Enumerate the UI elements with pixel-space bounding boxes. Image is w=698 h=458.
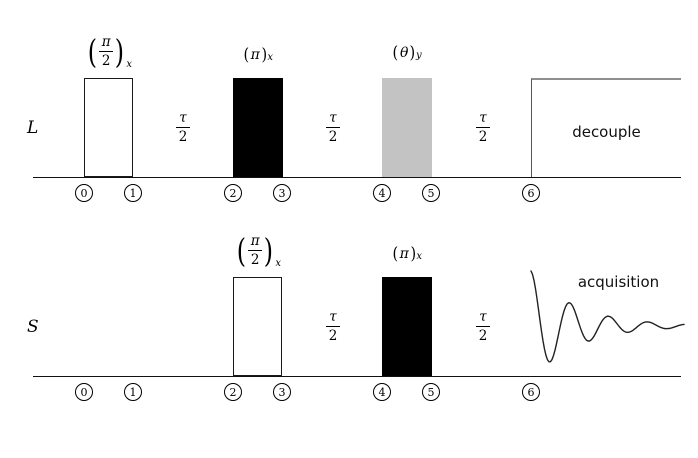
timepoint-1-L: 1 — [124, 184, 142, 202]
open-paren: ( — [236, 230, 247, 270]
open-paren: ( — [392, 243, 399, 264]
pulse-label-pi2x-L: ( π 2 ) x — [80, 29, 138, 73]
delay-tau2-S-1: τ 2 — [324, 309, 342, 344]
timepoint-0-S: 0 — [75, 383, 93, 401]
timepoint-0-L: 0 — [75, 184, 93, 202]
open-paren: ( — [87, 31, 98, 71]
delay-tau2-S-2: τ 2 — [474, 309, 492, 344]
close-paren: ) — [115, 31, 125, 71]
subscript: y — [416, 50, 422, 61]
open-paren: ( — [392, 42, 399, 63]
close-paren: ) — [264, 230, 274, 270]
timepoint-5-L: 5 — [422, 184, 440, 202]
subscript: x — [416, 251, 423, 262]
subscript: x — [275, 258, 281, 269]
subscript: x — [126, 59, 132, 70]
close-paren: ) — [410, 243, 416, 264]
open-paren: ( — [243, 44, 250, 65]
close-paren: ) — [409, 42, 416, 63]
pi-over-2: π 2 — [98, 34, 114, 69]
fid-curve-svg — [530, 270, 685, 363]
timepoint-6-L: 6 — [522, 184, 540, 202]
timeline-S — [33, 376, 681, 378]
pi-over-2: π 2 — [247, 233, 263, 268]
decouple-label: decouple — [572, 122, 641, 141]
fid-curve-path — [530, 270, 685, 363]
pulse-theta-y-L — [382, 78, 432, 177]
timepoint-6-S: 6 — [522, 383, 540, 401]
acquisition-label: acquisition — [577, 273, 660, 291]
subscript: x — [267, 52, 274, 63]
pulse-pi-x-L — [233, 78, 283, 177]
pulse-pi-x-S — [382, 277, 432, 376]
pulse-pi2-x-L — [84, 78, 133, 177]
delay-tau2-L-1: τ 2 — [174, 110, 192, 145]
pulse-label-thetay-L: ( θ ) y — [392, 42, 422, 63]
timepoint-2-S: 2 — [224, 383, 242, 401]
timepoint-5-S: 5 — [422, 383, 440, 401]
pulse-pi2-x-S — [233, 277, 282, 376]
delay-tau2-L-3: τ 2 — [474, 110, 492, 145]
pulse-label-pix-L: ( π ) x — [243, 44, 274, 65]
timepoint-4-L: 4 — [373, 184, 391, 202]
pulse-label-pi2x-S: ( π 2 ) x — [229, 228, 287, 272]
timepoint-3-L: 3 — [273, 184, 291, 202]
pulse-label-pix-S: ( π ) x — [392, 243, 423, 264]
timeline-L — [33, 177, 681, 179]
timepoint-4-S: 4 — [373, 383, 391, 401]
timepoint-3-S: 3 — [273, 383, 291, 401]
close-paren: ) — [261, 44, 267, 65]
channel-label-S: S — [27, 317, 39, 337]
timepoint-1-S: 1 — [124, 383, 142, 401]
timepoint-2-L: 2 — [224, 184, 242, 202]
delay-tau2-L-2: τ 2 — [324, 110, 342, 145]
decouple-box: decouple — [531, 78, 681, 177]
channel-label-L: L — [27, 118, 39, 138]
